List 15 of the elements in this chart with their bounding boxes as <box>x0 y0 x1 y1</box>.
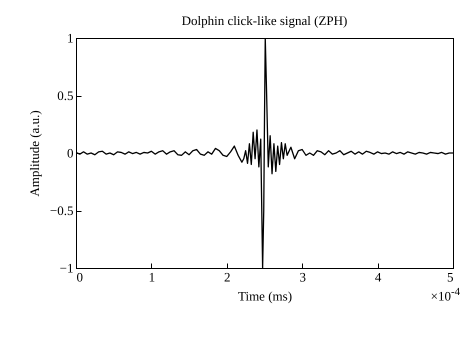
text: ×10$^{-4}$ <box>430 286 460 304</box>
chart-title: Dolphin click-like signal (ZPH) <box>182 13 348 28</box>
y-tick-label: 0 <box>67 146 74 160</box>
x-tick-label: 0 <box>76 270 83 284</box>
y-tick-label: 0.5 <box>57 88 74 103</box>
y-tick-label: −1 <box>60 260 74 276</box>
y-tick-label: −0.5 <box>50 203 74 218</box>
x-tick-label: 3 <box>299 270 306 284</box>
x-tick-label: 1 <box>148 270 156 284</box>
y-axis-title: Amplitude (a.u.) <box>26 110 42 197</box>
x-tick-label: 5 <box>447 270 454 284</box>
x-tick-label: 4 <box>374 270 382 284</box>
y-tick-label: 1 <box>67 30 74 46</box>
x-axis-title: Time (ms) <box>238 288 292 304</box>
x-tick-label: 2 <box>224 270 231 284</box>
